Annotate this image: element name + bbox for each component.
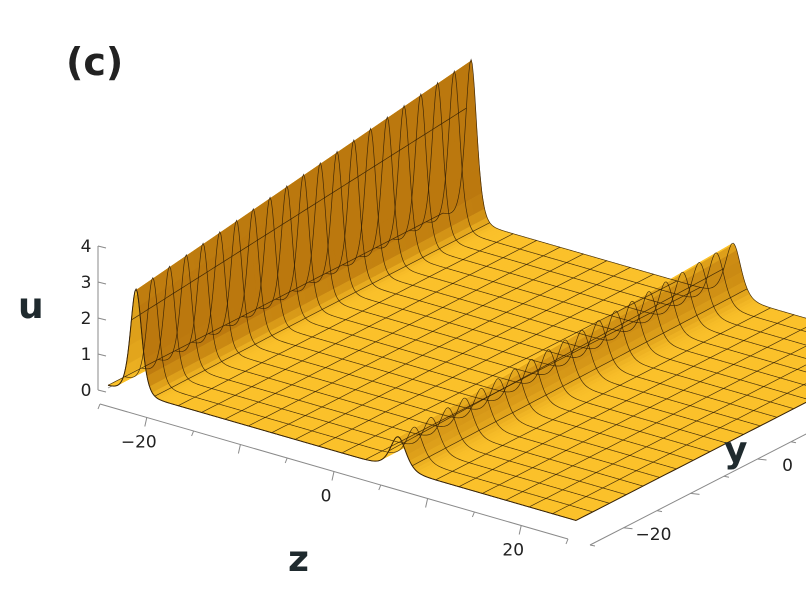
surface (107, 58, 806, 521)
panel-label: (c) (66, 40, 123, 84)
